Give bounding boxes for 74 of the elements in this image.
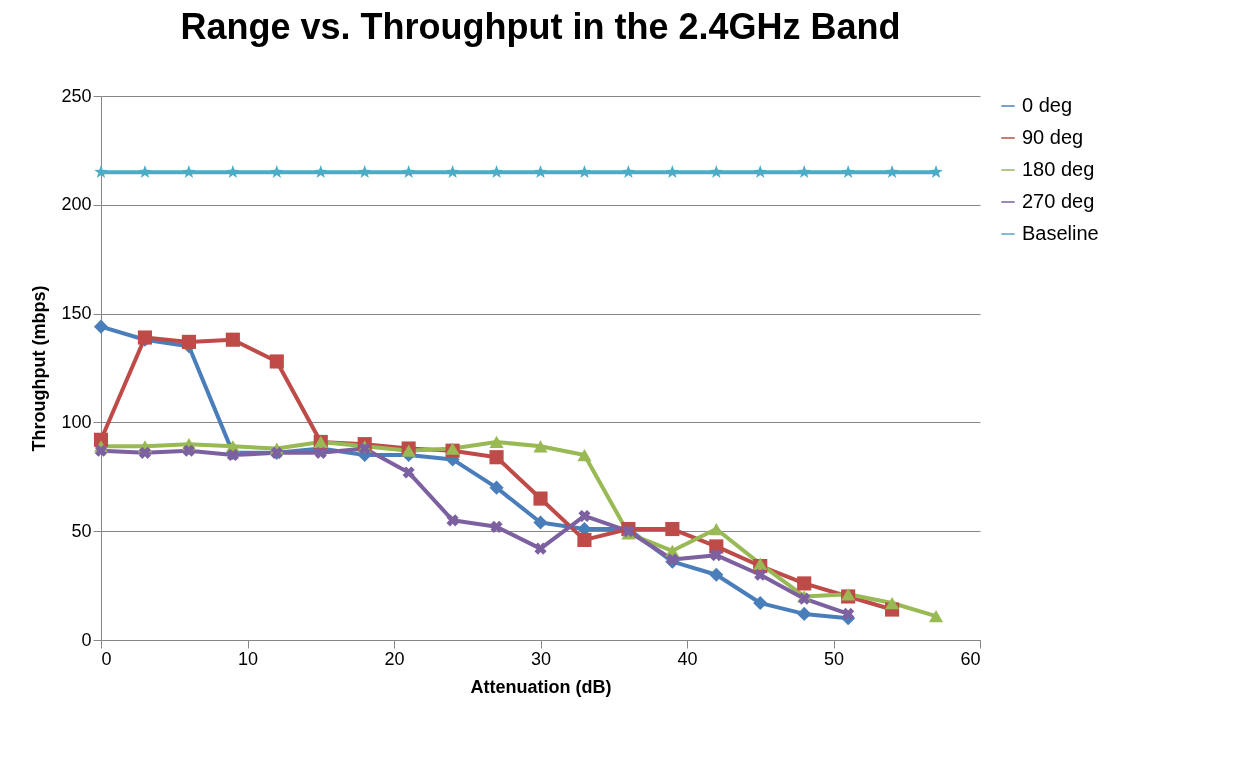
- point: [489, 435, 504, 449]
- point: [138, 165, 152, 178]
- legend-label: 180 deg: [1022, 158, 1095, 180]
- point: [709, 567, 724, 582]
- point: [270, 165, 284, 178]
- point: [578, 509, 591, 523]
- point: [533, 515, 548, 530]
- point: [489, 480, 504, 495]
- point: [665, 521, 680, 537]
- point: [753, 557, 768, 570]
- point: [797, 606, 812, 621]
- point: [754, 568, 767, 581]
- point: [753, 165, 767, 178]
- legend-label: 270 deg: [1022, 190, 1095, 212]
- point: [138, 446, 152, 459]
- point: [401, 165, 416, 178]
- y-tick-label: 100: [61, 411, 92, 432]
- x-tick-label: 30: [530, 648, 552, 669]
- y-tick-label: 250: [61, 85, 92, 106]
- point: [226, 165, 240, 178]
- point: [314, 165, 328, 178]
- point: [182, 165, 196, 178]
- point: [753, 595, 768, 611]
- point: [94, 165, 108, 178]
- legend-label: Baseline: [1022, 222, 1099, 244]
- point: [93, 319, 109, 334]
- point: [490, 520, 503, 533]
- chart-title: Range vs. Throughput in the 2.4GHz Band: [180, 6, 901, 47]
- point: [314, 446, 327, 459]
- point: [181, 334, 196, 349]
- legend-label: 0 deg: [1022, 94, 1073, 116]
- point: [709, 522, 724, 536]
- point: [621, 165, 636, 178]
- point: [489, 450, 504, 465]
- y-axis-title: Throughput (mbps): [29, 285, 50, 452]
- point: [709, 165, 724, 178]
- point: [797, 165, 811, 178]
- point: [841, 165, 855, 178]
- point: [928, 609, 944, 623]
- x-axis-title: Attenuation (dB): [470, 676, 612, 697]
- point: [665, 165, 680, 178]
- point: [357, 165, 372, 178]
- x-tick-label: 50: [823, 648, 845, 669]
- point: [710, 549, 723, 562]
- point: [402, 466, 415, 479]
- point: [94, 444, 108, 457]
- point: [885, 165, 899, 178]
- point: [533, 440, 548, 453]
- point: [577, 532, 592, 547]
- x-tick-label: 60: [960, 648, 981, 669]
- point: [182, 444, 195, 457]
- x-tick-label: 40: [677, 648, 698, 669]
- x-tick-label: 0: [101, 648, 112, 669]
- point: [533, 165, 548, 178]
- point: [446, 514, 459, 527]
- point: [225, 332, 240, 347]
- point: [885, 596, 900, 610]
- point: [797, 576, 812, 591]
- y-tick-label: 0: [81, 629, 92, 650]
- y-tick-label: 200: [61, 194, 92, 215]
- y-tick-label: 50: [71, 520, 92, 541]
- point: [489, 165, 504, 178]
- point: [577, 448, 592, 462]
- point: [577, 165, 592, 178]
- y-tick-label: 150: [61, 303, 92, 324]
- x-tick-label: 10: [237, 648, 259, 669]
- x-tick-label: 20: [384, 648, 405, 669]
- point: [842, 607, 855, 620]
- legend-label: 90 deg: [1022, 126, 1084, 148]
- point: [445, 165, 460, 178]
- point: [269, 354, 284, 369]
- point: [534, 542, 547, 555]
- point: [929, 165, 943, 178]
- point: [533, 491, 548, 506]
